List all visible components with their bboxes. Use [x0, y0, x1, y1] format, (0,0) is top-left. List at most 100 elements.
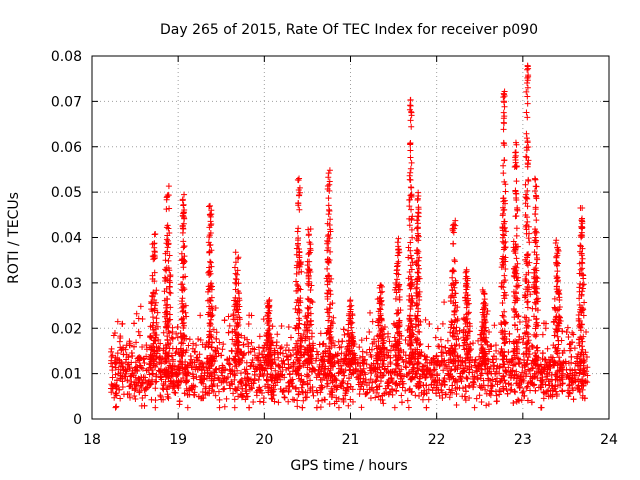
data-point [389, 391, 396, 398]
data-point [451, 256, 458, 263]
data-point [195, 335, 202, 342]
data-point [496, 364, 503, 371]
data-point [514, 375, 521, 382]
data-point [304, 318, 311, 325]
data-point [525, 143, 532, 150]
data-point [298, 352, 305, 359]
data-point [415, 189, 422, 196]
data-point [534, 344, 541, 351]
data-point [358, 337, 365, 344]
data-point [478, 341, 485, 348]
data-point [226, 322, 233, 329]
data-point [379, 288, 386, 295]
data-point [550, 361, 557, 368]
data-point [226, 382, 233, 389]
data-point [108, 353, 115, 360]
data-point [451, 308, 458, 315]
data-point [179, 229, 186, 236]
data-point [559, 349, 566, 356]
data-point [525, 178, 532, 185]
data-point [482, 319, 489, 326]
x-axis-label: GPS time / hours [290, 458, 407, 474]
data-point [295, 235, 302, 242]
data-point [580, 382, 587, 389]
data-point [345, 402, 352, 409]
data-point [268, 395, 275, 402]
data-point [426, 321, 433, 328]
data-point [363, 335, 370, 342]
data-point [317, 404, 324, 411]
data-point [553, 253, 560, 260]
data-point [132, 386, 139, 393]
data-point [398, 399, 405, 406]
data-point [216, 404, 223, 411]
data-point [181, 390, 188, 397]
data-point [463, 280, 470, 287]
data-point [402, 363, 409, 370]
data-point [452, 222, 459, 229]
data-point [363, 349, 370, 356]
data-point [185, 342, 192, 349]
data-point [269, 323, 276, 330]
data-point [420, 391, 427, 398]
data-point [501, 157, 508, 164]
data-point [433, 361, 440, 368]
data-point [550, 319, 557, 326]
data-point [193, 342, 200, 349]
data-point [170, 381, 177, 388]
data-point [351, 350, 358, 357]
data-point [516, 336, 523, 343]
data-point [178, 361, 185, 368]
data-point [449, 274, 456, 281]
data-point [413, 339, 420, 346]
data-point [408, 333, 415, 340]
data-point [340, 377, 347, 384]
data-point [334, 357, 341, 364]
data-point [116, 357, 123, 364]
data-point [318, 357, 325, 364]
data-point [317, 384, 324, 391]
data-point [181, 207, 188, 214]
data-point [215, 375, 222, 382]
data-point [207, 213, 214, 220]
data-point [474, 368, 481, 375]
data-point [359, 353, 366, 360]
data-point [136, 332, 143, 339]
data-point [119, 321, 126, 328]
data-point [206, 297, 213, 304]
data-point [181, 243, 188, 250]
data-point [568, 353, 575, 360]
data-point [500, 313, 507, 320]
data-point [310, 366, 317, 373]
data-point [163, 206, 170, 213]
data-point [524, 195, 531, 202]
data-point [350, 351, 357, 358]
data-point [577, 327, 584, 334]
data-point [498, 345, 505, 352]
data-point [376, 383, 383, 390]
data-point [501, 336, 508, 343]
data-point [500, 126, 507, 133]
data-point [147, 333, 154, 340]
data-point [408, 217, 415, 224]
data-point [523, 144, 530, 151]
data-point [476, 392, 483, 399]
data-point [527, 387, 534, 394]
data-point [162, 250, 169, 257]
data-point [159, 385, 166, 392]
data-point [305, 226, 312, 233]
data-point [113, 403, 120, 410]
data-point [378, 374, 385, 381]
data-point [376, 295, 383, 302]
data-point [339, 338, 346, 345]
data-point [514, 326, 521, 333]
data-point [578, 335, 585, 342]
data-point [534, 243, 541, 250]
data-point [389, 386, 396, 393]
data-point [346, 303, 353, 310]
data-point [571, 372, 578, 379]
data-point [263, 331, 270, 338]
data-point [278, 344, 285, 351]
data-point [305, 372, 312, 379]
data-point [259, 351, 266, 358]
